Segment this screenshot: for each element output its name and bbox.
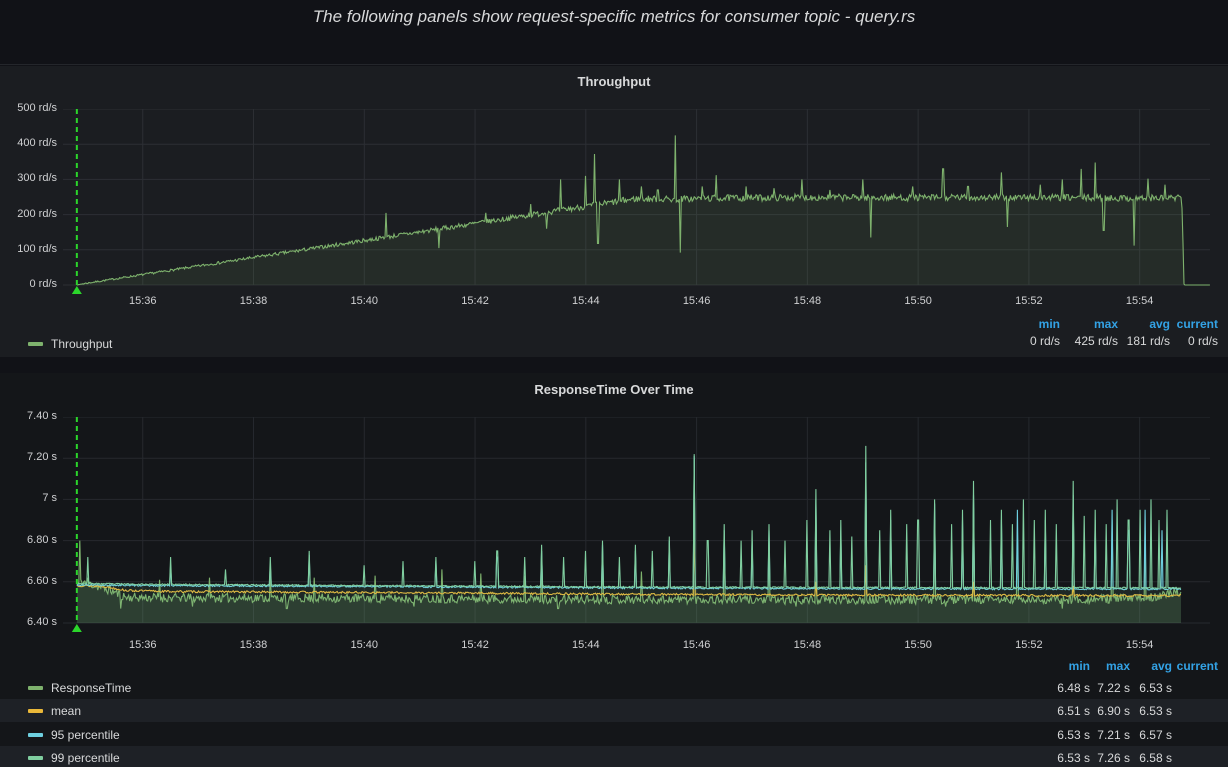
stat-header-current[interactable]: current [1176,317,1218,331]
dashboard-header: The following panels show request-specif… [0,0,1228,65]
y-axis-label: 6.40 s [27,616,57,628]
legend-stats-header: min max avg current [0,659,1228,673]
stat-max: 6.90 s [1097,703,1130,718]
x-axis-label: 15:44 [572,639,600,651]
throughput-chart[interactable] [0,109,1228,309]
x-axis-label: 15:40 [350,295,379,307]
series-label[interactable]: 95 percentile [51,727,120,742]
panel-responsetime: ResponseTime Over Time 6.40 s 6.60 s 6.80 … [0,373,1228,767]
x-axis-label: 15:54 [1125,639,1154,651]
x-axis-label: 15:38 [239,295,268,307]
x-axis-label: 15:40 [350,639,379,651]
y-axis-label: 6.80 s [27,533,57,546]
legend-row-99-percentile: 99 percentile 6.53 s 7.26 s 6.58 s [0,746,1228,767]
stat-current [1172,728,1218,742]
series-swatch[interactable] [28,342,43,346]
series-swatch[interactable] [28,755,43,760]
y-axis-label: 500 rd/s [17,102,57,114]
x-axis-label: 15:42 [461,639,489,651]
stat-avg: 6.53 s [1139,680,1172,695]
stat-avg: 6.53 s [1139,703,1172,718]
y-axis-label: 7 s [42,492,57,505]
series-swatch[interactable] [28,732,43,737]
stat-current [1172,681,1218,695]
y-axis-label: 400 rd/s [17,137,57,150]
x-axis-label: 15:44 [572,295,600,307]
stat-min: 6.48 s [1057,680,1090,695]
stat-header-current[interactable]: current [1176,659,1218,673]
dashboard-title: The following panels show request-specif… [312,7,916,26]
annotation-marker-icon[interactable] [71,286,82,294]
x-axis-label: 15:52 [1015,639,1043,651]
x-axis-label: 15:50 [904,639,932,651]
stat-header-min[interactable]: min [1038,317,1060,331]
stat-min: 6.53 s [1057,750,1090,765]
stat-max: 7.26 s [1097,750,1130,765]
panel-title-throughput[interactable]: Throughput [577,74,651,89]
y-axis-label: 100 rd/s [17,242,57,255]
y-axis-label: 7.40 s [27,410,57,422]
series-swatch[interactable] [28,708,43,713]
legend-stats-header: min max avg current [0,317,1228,331]
x-axis-label: 15:48 [793,295,822,307]
x-axis-label: 15:38 [239,639,268,651]
stat-max: 7.22 s [1097,680,1130,695]
y-axis-label: 300 rd/s [17,172,57,185]
stat-min: 6.51 s [1057,703,1090,718]
y-axis-label: 7.20 s [27,451,57,464]
panel-title-responsetime[interactable]: ResponseTime Over Time [534,382,694,397]
series-label[interactable]: Throughput [51,337,113,351]
y-axis-label: 6.60 s [27,574,57,587]
stat-avg: 6.58 s [1139,750,1172,765]
x-axis-label: 15:52 [1015,295,1043,307]
y-axis-label: 200 rd/s [17,207,57,220]
stat-header-avg[interactable]: avg [1149,317,1170,331]
y-axis-label: 0 rd/s [29,278,57,290]
panel-throughput: Throughput 0 rd/s 100 rd/s 200 rd/s 300 rd/… [0,66,1228,357]
x-axis-label: 15:48 [793,639,822,651]
stat-current [1172,704,1218,718]
stat-current: 0 rd/s [1187,334,1218,348]
stat-header-max[interactable]: max [1105,659,1130,673]
x-axis-label: 15:36 [128,295,157,307]
x-axis-label: 15:54 [1125,295,1154,307]
series-swatch[interactable] [28,685,43,690]
stat-avg: 6.57 s [1139,727,1172,742]
legend-row-responsetime: ResponseTime 6.48 s 7.22 s 6.53 s [0,676,1228,699]
x-axis-label: 15:46 [682,295,711,307]
legend-item-throughput[interactable]: Throughput [28,334,112,354]
series-label[interactable]: ResponseTime [51,680,132,695]
annotation-marker-icon[interactable] [71,624,82,632]
x-axis-label: 15:36 [128,639,157,651]
stat-current [1172,751,1218,765]
x-axis-label: 15:42 [461,295,489,307]
legend-stats-values: 0 rd/s 425 rd/s 181 rd/s 0 rd/s [0,334,1228,354]
responsetime-chart[interactable] [0,417,1228,641]
stat-header-max[interactable]: max [1093,317,1118,331]
x-axis-label: 15:46 [682,639,711,651]
stat-min: 6.53 s [1057,727,1090,742]
series-label[interactable]: 99 percentile [51,750,120,765]
x-axis-label: 15:50 [904,295,932,307]
series-label[interactable]: mean [51,703,82,718]
stat-header-min[interactable]: min [1068,659,1090,673]
stat-header-avg[interactable]: avg [1151,659,1172,673]
legend-row-95-percentile: 95 percentile 6.53 s 7.21 s 6.57 s [0,723,1228,746]
stat-avg: 181 rd/s [1126,334,1170,348]
legend-row-mean: mean 6.51 s 6.90 s 6.53 s [0,699,1228,722]
stat-min: 0 rd/s [1029,334,1060,348]
stat-max: 7.21 s [1097,727,1130,742]
stat-max: 425 rd/s [1074,334,1118,348]
